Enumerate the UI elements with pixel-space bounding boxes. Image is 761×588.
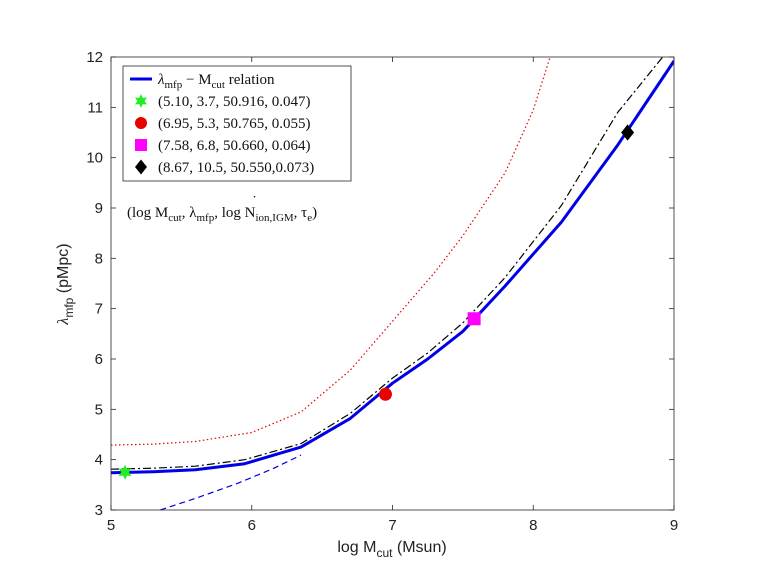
data-marker-hexagram xyxy=(118,464,132,480)
annotation-open: (log M xyxy=(127,205,168,221)
x-axis-label-main: log M xyxy=(337,539,376,556)
annotation-close: ) xyxy=(312,205,317,221)
y-axis-label-tail: (pMpc) xyxy=(55,243,72,297)
legend-marker-diamond xyxy=(135,159,147,175)
annotation-part3: , log N xyxy=(214,205,255,221)
legend-line-label: λmfp − Mcut relation xyxy=(157,72,275,91)
y-tick-label: 3 xyxy=(95,502,103,519)
legend: λmfp − Mcut relation (5.10, 3.7, 50.916,… xyxy=(122,65,352,182)
y-tick-label: 9 xyxy=(95,200,103,217)
y-tick-label: 10 xyxy=(86,150,103,167)
y-axis-label-main: λ xyxy=(55,318,72,326)
axis-ticks: 5 6 7 8 9 3 4 5 6 7 8 9 10 11 12 xyxy=(86,49,678,534)
data-marker-square xyxy=(467,312,481,326)
annotation-sub4: e xyxy=(307,212,312,224)
x-tick-label: 8 xyxy=(529,517,537,534)
annotation-ndot: ˙ xyxy=(252,194,257,210)
legend-marker-label: (7.58, 6.8, 50.660, 0.064) xyxy=(158,138,311,154)
y-tick-label: 5 xyxy=(95,401,103,418)
data-marker-circle xyxy=(378,387,392,401)
legend-marker-label: (8.67, 10.5, 50.550,0.073) xyxy=(158,160,314,176)
series-line-dashed xyxy=(160,454,302,510)
x-tick-label: 9 xyxy=(670,517,678,534)
legend-box xyxy=(122,65,352,182)
x-tick-label: 6 xyxy=(248,517,256,534)
annotation-sub2: mfp xyxy=(196,212,214,224)
legend-marker-square xyxy=(135,139,147,151)
x-tick-label: 7 xyxy=(388,517,396,534)
legend-line-label-main: λ xyxy=(157,72,165,88)
annotation-part4: , τ xyxy=(294,205,308,221)
legend-marker-entries: (5.10, 3.7, 50.916, 0.047) (6.95, 5.3, 50… xyxy=(135,94,314,176)
legend-marker-label: (6.95, 5.3, 50.765, 0.055) xyxy=(158,116,311,132)
y-tick-label: 11 xyxy=(87,99,103,116)
y-axis-label: λmfp (pMpc) xyxy=(55,243,76,325)
annotation-sub1: cut xyxy=(168,212,181,224)
legend-line-label-mid-sub: cut xyxy=(212,79,225,91)
y-tick-label: 4 xyxy=(95,452,103,469)
legend-marker-label: (5.10, 3.7, 50.916, 0.047) xyxy=(158,94,311,110)
y-tick-label: 7 xyxy=(95,301,103,318)
data-marker-diamond xyxy=(621,124,635,141)
annotation-sub3: ion,IGM xyxy=(255,212,293,224)
legend-marker-circle xyxy=(135,117,147,129)
y-axis-label-sub: mfp xyxy=(62,297,76,317)
x-axis-label-sub: cut xyxy=(376,546,393,560)
legend-line-label-mid: − M xyxy=(182,72,211,88)
y-tick-label: 12 xyxy=(86,49,103,66)
x-axis-label: log Mcut (Msun) xyxy=(337,539,446,560)
legend-line-label-main-sub: mfp xyxy=(165,79,183,91)
x-tick-label: 5 xyxy=(107,517,115,534)
legend-marker-hexagram xyxy=(135,94,147,108)
series-line-solid-thick xyxy=(111,60,674,475)
annotation-part2: , λ xyxy=(182,205,198,221)
series-line-dotted xyxy=(111,57,551,446)
plot-area xyxy=(111,57,674,510)
series-line-dashdot xyxy=(111,57,664,470)
y-tick-label: 8 xyxy=(95,250,103,267)
x-axis-label-tail: (Msun) xyxy=(392,539,446,556)
y-tick-label: 6 xyxy=(95,351,103,368)
legend-line-label-tail: relation xyxy=(225,72,275,88)
parameter-annotation: (log Mcut, λmfp, log Nion,IGM, τe) xyxy=(127,205,317,224)
